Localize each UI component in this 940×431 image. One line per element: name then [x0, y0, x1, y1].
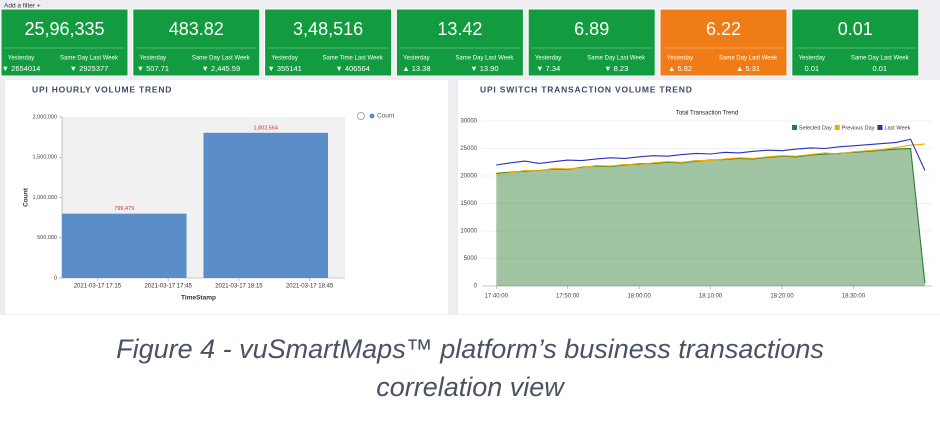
kpi-compare-value: ▼ 7.34	[536, 64, 560, 73]
kpi-label: Yesterday	[667, 56, 693, 62]
x-tick-label: 2021-03-17 18:45	[286, 284, 334, 290]
x-tick-label: 17:50:00	[556, 294, 580, 300]
y-tick-label: 25000	[460, 146, 477, 152]
kpi-compare-value: ▼ 13.90	[470, 64, 498, 73]
kpi-compare-value: ▼ 8.23	[604, 64, 628, 73]
kpi-value: 25,96,335	[24, 19, 104, 39]
legend-swatch	[834, 125, 840, 130]
kpi-label: Yesterday	[271, 56, 297, 62]
x-axis-label: TimeStamp	[181, 295, 216, 302]
kpi-tile	[527, 8, 656, 77]
kpi-compare-value: ▲ 5.82	[668, 64, 692, 73]
kpi-compare-value: ▼ 2,445.59	[201, 64, 240, 73]
data-label: 799,479	[114, 206, 134, 212]
kpi-label: Yesterday	[799, 56, 825, 62]
kpi-compare-value: ▼ 406564	[335, 64, 370, 73]
kpi-value: 6.89	[574, 19, 609, 39]
add-filter[interactable]: Add a filter +	[4, 3, 41, 10]
kpi-value: 13.42	[437, 19, 482, 39]
legend-icon	[369, 113, 375, 119]
kpi-tile	[264, 8, 393, 77]
kpi-compare-value: ▼ 355141	[267, 64, 302, 73]
panel	[458, 80, 940, 314]
x-tick-label: 18:20:00	[770, 294, 794, 300]
kpi-label: Same Day Last Week	[60, 56, 119, 62]
kpi-value: 3,48,516	[293, 19, 363, 39]
kpi-value: 6.22	[706, 19, 741, 39]
x-tick-label: 18:30:00	[842, 294, 866, 300]
kpi-label: Yesterday	[8, 56, 34, 62]
y-tick-label: 10000	[460, 229, 477, 235]
y-axis-label: Count	[23, 187, 30, 207]
panel-title: UPI HOURLY VOLUME TREND	[32, 84, 172, 94]
x-tick-label: 18:10:00	[699, 294, 723, 300]
x-tick-label: 2021-03-17 17:45	[144, 284, 192, 290]
x-tick-label: 18:00:00	[627, 294, 651, 300]
kpi-tile	[0, 8, 129, 77]
y-tick-label: 0	[54, 275, 57, 281]
y-tick-label: 5000	[464, 256, 478, 262]
kpi-compare-value: ▲ 13.38	[402, 64, 430, 73]
line	[496, 143, 925, 175]
kpi-label: Same Day Last Week	[851, 56, 910, 62]
y-tick-label: 1,000,000	[33, 195, 57, 201]
x-tick-label: 2021-03-17 17:15	[74, 284, 122, 290]
kpi-compare-value: 0.01	[804, 64, 819, 73]
y-tick-label: 30000	[460, 119, 477, 125]
kpi-label: Same Day Last Week	[587, 56, 646, 62]
data-label: 1,803,564	[254, 125, 278, 131]
kpi-tile	[395, 8, 524, 77]
kpi-tile	[132, 8, 261, 77]
line	[496, 138, 926, 171]
legend-label: Count	[377, 113, 395, 120]
y-tick-label: 0	[474, 284, 478, 290]
y-tick-label: 15000	[460, 201, 477, 207]
kpi-compare-value: ▼ 2654014	[2, 64, 41, 73]
panel-title: UPI SWITCH TRANSACTION VOLUME TREND	[480, 84, 693, 94]
kpi-compare-value: ▲ 5.31	[736, 64, 760, 73]
kpi-tile	[659, 8, 788, 77]
x-tick-label: 17:40:00	[485, 294, 509, 300]
chart-title: Total Transaction Trend	[676, 111, 738, 117]
kpi-compare-value: 0.01	[872, 64, 887, 73]
kpi-value: 0.01	[838, 19, 873, 39]
kpi-label: Same Time Last Week	[322, 56, 383, 62]
kpi-compare-value: ▼ 2925377	[70, 64, 109, 73]
kpi-value: 483.82	[169, 19, 224, 39]
y-tick-label: 1,500,000	[33, 155, 57, 161]
x-tick-label: 2021-03-17 18:15	[215, 284, 263, 290]
legend-swatch	[792, 125, 797, 130]
legend-label: Previous Day	[842, 125, 875, 131]
y-tick-label: 20000	[460, 174, 477, 180]
kpi-tile	[791, 8, 920, 77]
kpi-compare-value: ▼ 507.71	[137, 64, 169, 73]
legend-label: Last Week	[884, 125, 910, 131]
kpi-label: Same Day Last Week	[719, 56, 778, 62]
kpi-label: Same Day Last Week	[192, 56, 251, 62]
legend-label: Selected Day	[799, 125, 832, 131]
bar	[203, 132, 329, 278]
legend-toggle[interactable]	[357, 112, 365, 120]
kpi-label: Yesterday	[535, 56, 561, 62]
area	[496, 148, 925, 286]
caption: Figure 4 - vuSmartMaps™ platform’s busin…	[116, 334, 824, 402]
dashboard: Add a filter + 25,96,335 Yesterday ▼ 26540…	[0, 0, 940, 315]
kpi-label: Yesterday	[140, 56, 166, 62]
kpi-label: Same Day Last Week	[455, 56, 514, 62]
kpi-label: Yesterday	[403, 56, 429, 62]
y-tick-label: 2,000,000	[33, 114, 57, 120]
y-tick-label: 500,000	[37, 235, 57, 241]
legend-swatch	[877, 125, 883, 130]
bar	[62, 213, 187, 278]
